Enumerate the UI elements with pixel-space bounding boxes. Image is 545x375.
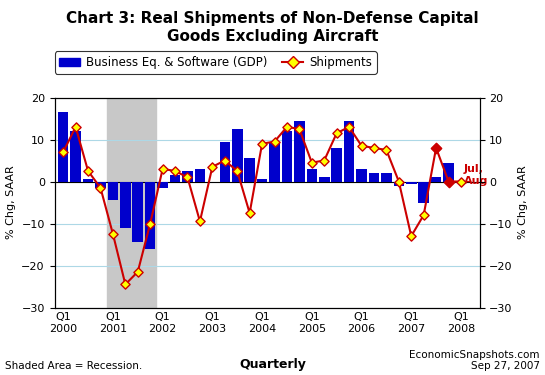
Bar	[232, 129, 243, 182]
Point	[258, 141, 267, 147]
Bar	[282, 131, 292, 182]
Text: Jul,
Aug: Jul, Aug	[463, 164, 488, 186]
Point	[84, 168, 93, 174]
Point	[134, 269, 142, 275]
Bar	[431, 177, 441, 182]
Point	[270, 139, 279, 145]
Text: EconomicSnapshots.com
Sep 27, 2007: EconomicSnapshots.com Sep 27, 2007	[409, 350, 540, 371]
Legend: Business Eq. & Software (GDP), Shipments: Business Eq. & Software (GDP), Shipments	[54, 51, 377, 74]
Point	[370, 145, 378, 151]
Y-axis label: % Chg, SAAR: % Chg, SAAR	[518, 166, 529, 239]
Bar	[306, 169, 317, 182]
Point	[345, 124, 354, 130]
Text: Shaded Area = Recession.: Shaded Area = Recession.	[5, 361, 143, 371]
Text: Chart 3: Real Shipments of Non-Defense Capital
Goods Excluding Aircraft: Chart 3: Real Shipments of Non-Defense C…	[66, 11, 479, 44]
Bar	[244, 158, 255, 182]
Bar	[170, 175, 180, 181]
Point	[295, 126, 304, 132]
Point	[121, 281, 130, 287]
Point	[457, 178, 465, 184]
Point	[307, 160, 316, 166]
Bar	[356, 169, 367, 182]
Point	[183, 174, 192, 180]
Bar	[443, 163, 454, 182]
Bar	[120, 182, 131, 228]
Point	[444, 178, 453, 184]
Bar	[381, 173, 392, 182]
Point	[208, 164, 217, 170]
Bar	[393, 182, 404, 186]
Point	[158, 166, 167, 172]
Bar	[145, 182, 155, 249]
Bar	[95, 182, 106, 188]
Point	[395, 178, 403, 184]
Point	[282, 124, 291, 130]
Point	[320, 158, 329, 164]
Point	[108, 231, 117, 237]
Bar	[368, 173, 379, 182]
Point	[419, 212, 428, 218]
Point	[432, 145, 440, 151]
Point	[146, 220, 155, 226]
Point	[171, 168, 179, 174]
Bar	[269, 142, 280, 182]
Bar	[108, 182, 118, 200]
Bar	[70, 131, 81, 182]
Point	[432, 145, 440, 151]
Bar	[58, 112, 69, 182]
Point	[59, 149, 68, 155]
Point	[382, 147, 391, 153]
Point	[357, 143, 366, 149]
Point	[332, 130, 341, 136]
Bar	[182, 171, 193, 182]
Bar	[195, 169, 205, 182]
Bar	[294, 121, 305, 182]
Point	[196, 218, 204, 224]
Bar	[331, 148, 342, 182]
Bar	[132, 182, 143, 242]
Bar	[319, 177, 330, 182]
Y-axis label: % Chg, SAAR: % Chg, SAAR	[5, 166, 16, 239]
Point	[444, 178, 453, 184]
Point	[233, 168, 241, 174]
Text: Quarterly: Quarterly	[239, 358, 306, 371]
Bar	[257, 179, 268, 182]
Bar	[406, 182, 416, 184]
Point	[407, 233, 416, 239]
Point	[245, 210, 254, 216]
Bar	[419, 182, 429, 203]
Bar	[158, 182, 168, 188]
Bar	[107, 98, 156, 308]
Point	[220, 158, 229, 164]
Bar	[83, 179, 93, 182]
Point	[96, 185, 105, 191]
Bar	[220, 142, 230, 182]
Bar	[344, 121, 354, 182]
Point	[71, 124, 80, 130]
